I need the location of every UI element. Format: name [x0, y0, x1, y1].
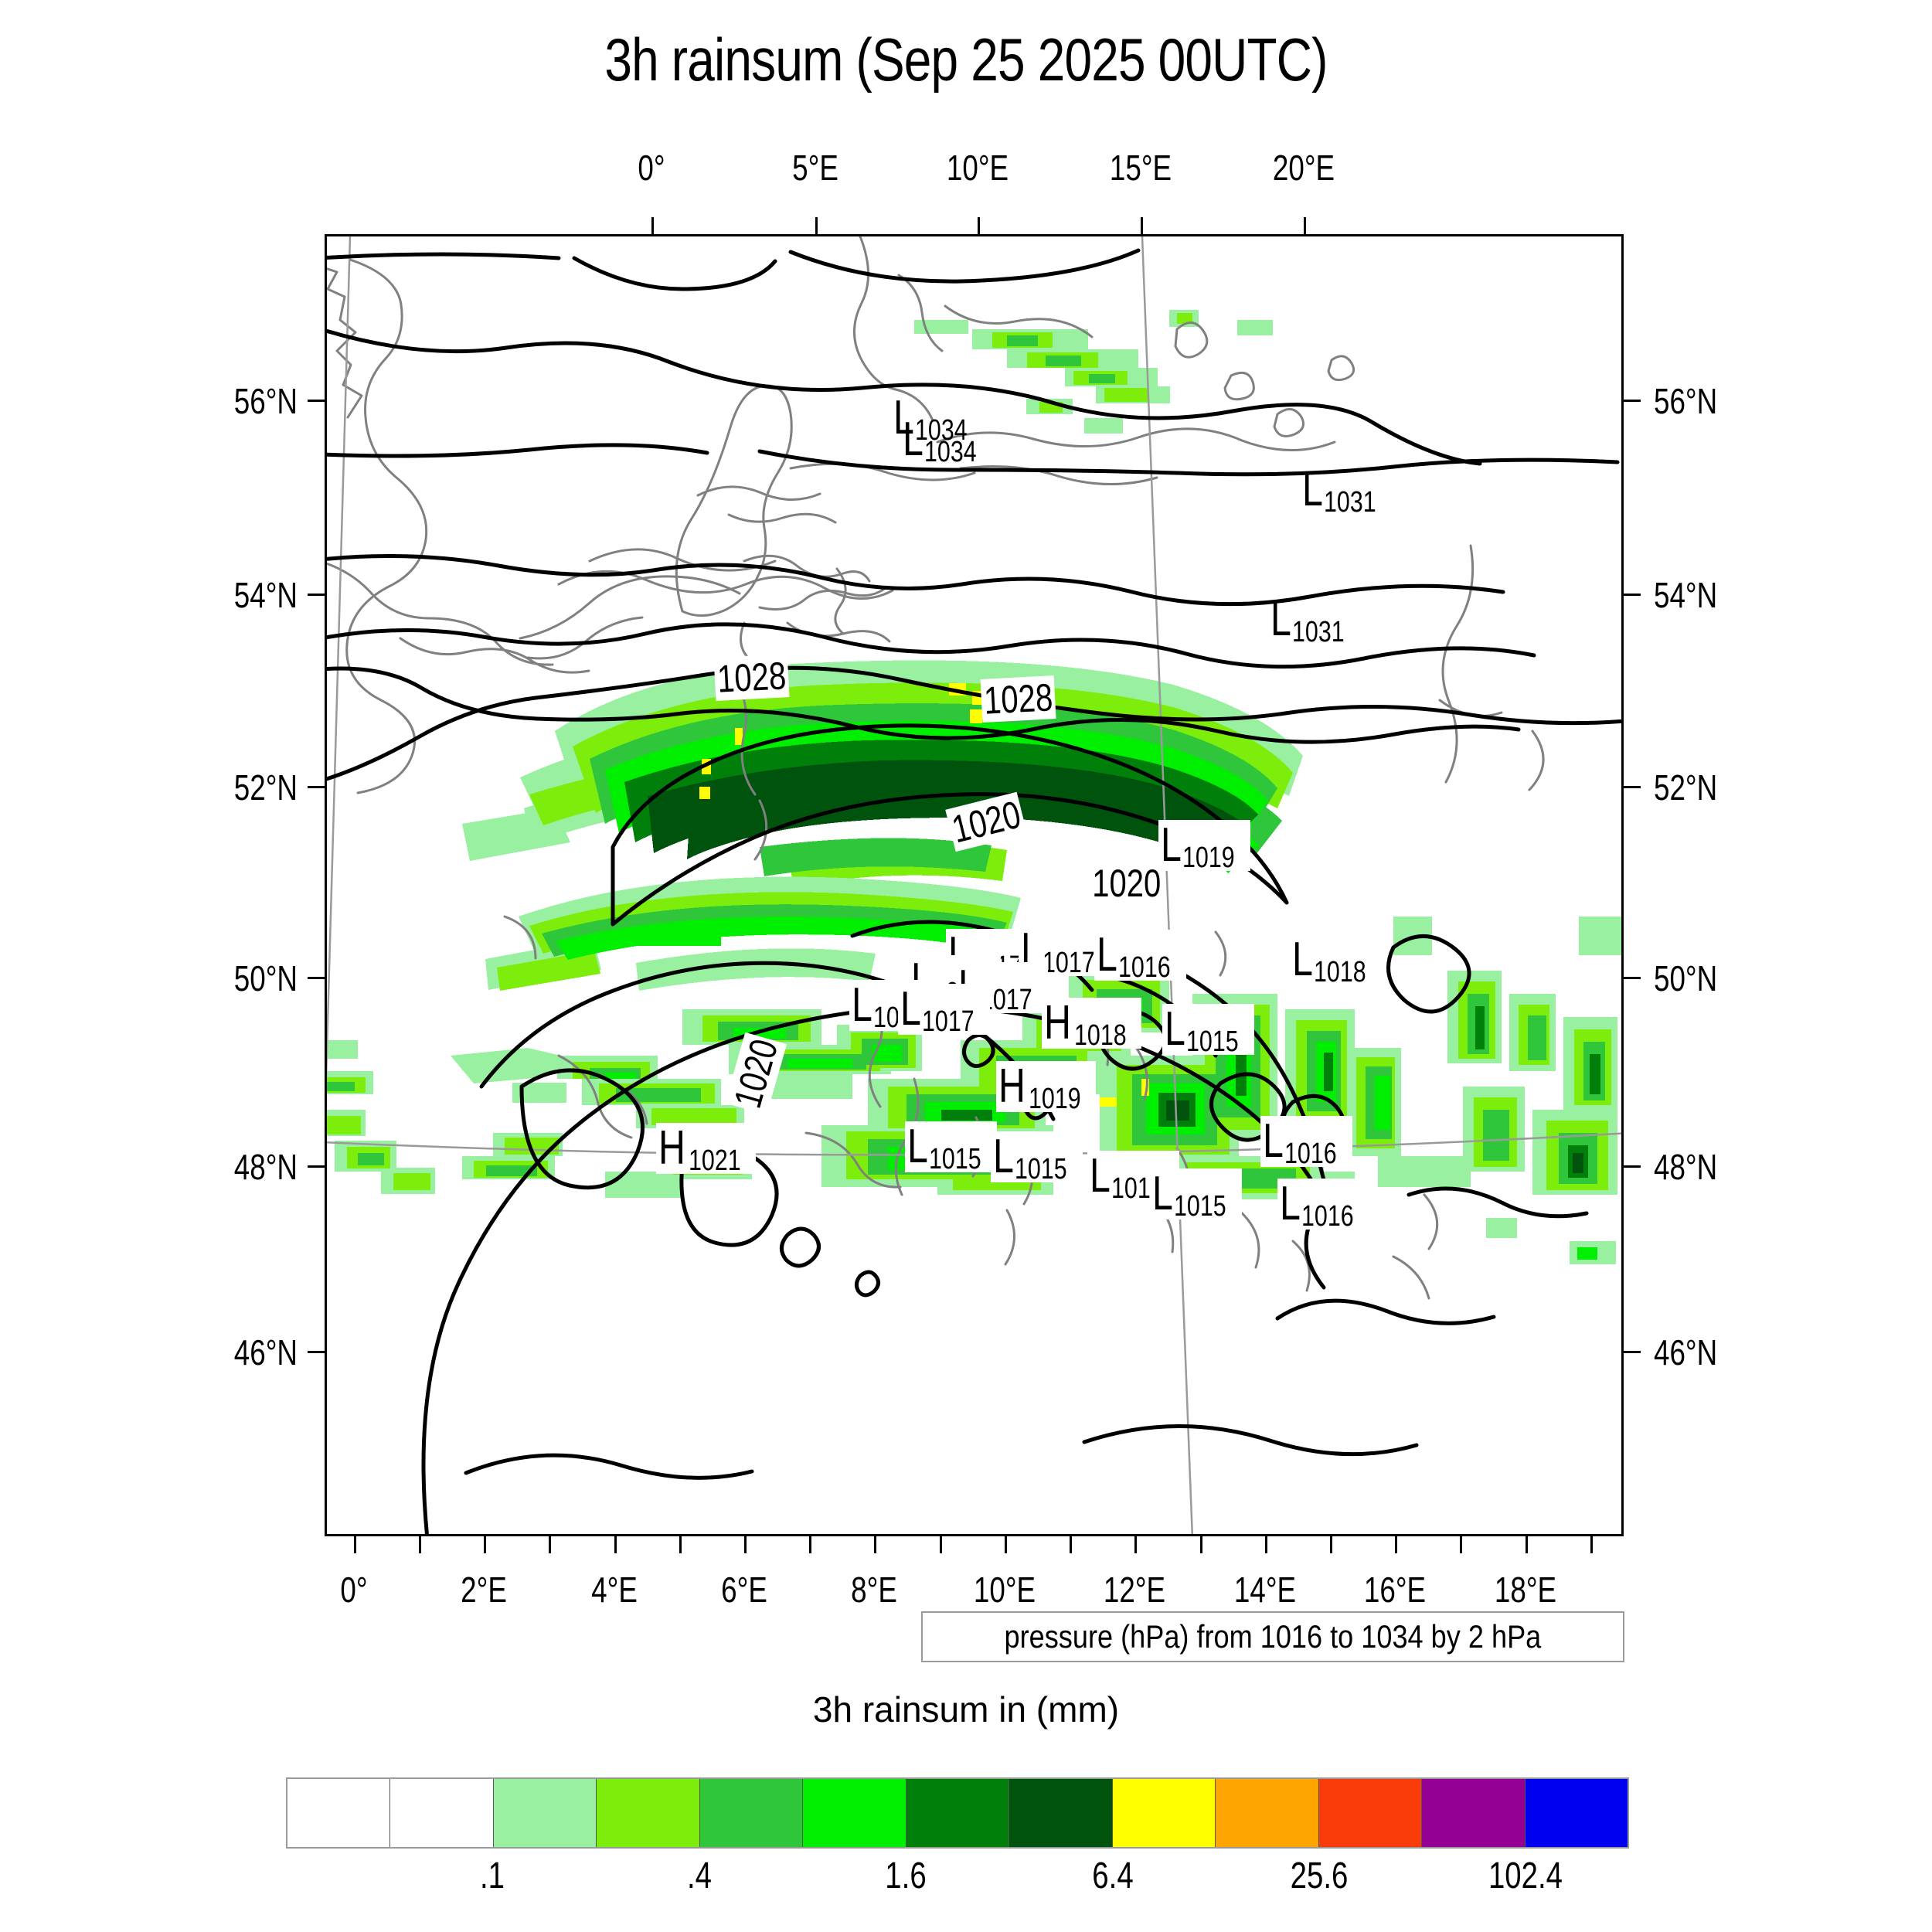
right-tick-label: 50°N	[1654, 958, 1718, 998]
colorbar-swatch-2[interactable]	[493, 1779, 597, 1847]
colorbar-swatch-8[interactable]	[1112, 1779, 1216, 1847]
bottom-tick-label: 16°E	[1363, 1570, 1427, 1610]
colorbar-swatch-11[interactable]	[1422, 1779, 1526, 1847]
top-tick-label: 5°E	[792, 148, 838, 188]
bottom-tick-label: 18°E	[1494, 1570, 1557, 1610]
pressure-contours	[327, 248, 1621, 1534]
colorbar[interactable]	[286, 1777, 1629, 1849]
right-tick-label: 56°N	[1654, 381, 1718, 421]
pressure-legend-text: pressure (hPa) from 1016 to 1034 by 2 hP…	[1004, 1618, 1542, 1655]
top-tick-label: 15°E	[1109, 148, 1172, 188]
colorbar-tick-label: .4	[686, 1855, 712, 1896]
left-tick-label: 52°N	[233, 767, 298, 808]
left-tick-label: 48°N	[233, 1147, 298, 1187]
graticule	[327, 236, 1621, 1534]
colorbar-swatch-0[interactable]	[287, 1779, 391, 1847]
colorbar-swatch-12[interactable]	[1525, 1779, 1628, 1847]
right-tick-label: 54°N	[1654, 575, 1718, 615]
top-tick-label: 10°E	[946, 148, 1009, 188]
map-canvas	[327, 236, 1621, 1534]
pressure-legend-box: pressure (hPa) from 1016 to 1034 by 2 hP…	[921, 1611, 1624, 1662]
colorbar-tick-label: 25.6	[1290, 1855, 1349, 1896]
colorbar-swatch-10[interactable]	[1318, 1779, 1423, 1847]
bottom-tick-label: 8°E	[851, 1570, 897, 1610]
colorbar-swatch-3[interactable]	[597, 1779, 700, 1847]
bottom-tick-label: 4°E	[591, 1570, 638, 1610]
bottom-tick-label: 12°E	[1103, 1570, 1166, 1610]
bottom-tick-label: 2°E	[461, 1570, 507, 1610]
colorbar-swatch-4[interactable]	[699, 1779, 804, 1847]
weather-map-panel[interactable]	[325, 234, 1624, 1536]
top-tick-label: 0°	[638, 148, 665, 188]
map-clip-region	[327, 236, 1621, 1534]
colorbar-tick-label: 1.6	[885, 1855, 927, 1896]
colorbar-swatch-5[interactable]	[803, 1779, 906, 1847]
colorbar-swatch-1[interactable]	[390, 1779, 494, 1847]
colorbar-tick-label: .1	[480, 1855, 505, 1896]
page-title: 3h rainsum (Sep 25 2025 00UTC)	[604, 26, 1328, 94]
bottom-tick-label: 6°E	[721, 1570, 767, 1610]
colorbar-swatch-9[interactable]	[1216, 1779, 1319, 1847]
colorbar-tick-label: 6.4	[1091, 1855, 1134, 1896]
left-tick-label: 50°N	[233, 958, 298, 998]
left-tick-label: 46°N	[233, 1332, 298, 1372]
top-tick-label: 20°E	[1272, 148, 1335, 188]
right-tick-label: 46°N	[1654, 1332, 1718, 1372]
right-tick-label: 52°N	[1654, 767, 1718, 808]
bottom-tick-label: 0°	[340, 1570, 368, 1610]
bottom-tick-label: 14°E	[1233, 1570, 1297, 1610]
bottom-tick-label: 10°E	[973, 1570, 1036, 1610]
precipitation-field	[327, 310, 1621, 1264]
colorbar-title: 3h rainsum in (mm)	[812, 1689, 1120, 1730]
colorbar-swatch-6[interactable]	[906, 1779, 1010, 1847]
colorbar-swatch-7[interactable]	[1009, 1779, 1113, 1847]
left-tick-label: 56°N	[233, 381, 298, 421]
left-tick-label: 54°N	[233, 575, 298, 615]
colorbar-tick-label: 102.4	[1488, 1855, 1563, 1896]
right-tick-label: 48°N	[1654, 1147, 1718, 1187]
